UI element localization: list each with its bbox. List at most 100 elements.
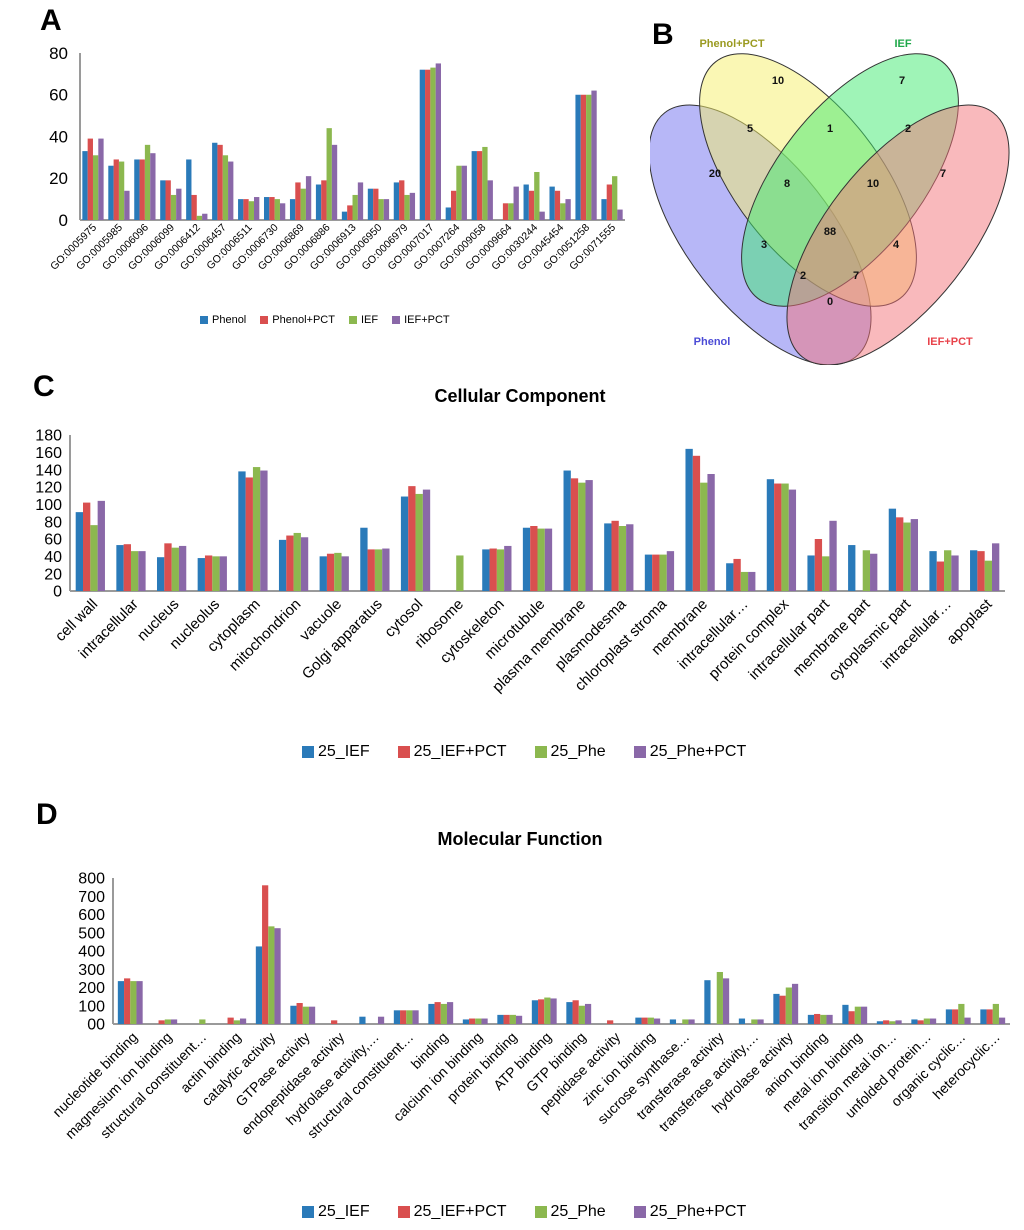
bar-25-ief bbox=[980, 1009, 987, 1024]
bar-25-ief bbox=[929, 551, 937, 591]
bar-25-phe bbox=[130, 551, 139, 591]
bar-25-ief-pct bbox=[611, 520, 619, 591]
bar-ief-pct bbox=[357, 182, 364, 220]
bar-ief bbox=[534, 171, 540, 220]
bar-phenol-pct bbox=[554, 190, 561, 220]
legend-item: 25_IEF bbox=[302, 1203, 370, 1221]
bar-25-ief bbox=[497, 1014, 504, 1024]
bar-25-phe-pct bbox=[895, 1020, 902, 1024]
legend-item: Phenol bbox=[200, 314, 246, 326]
bar-ief-pct bbox=[150, 153, 156, 220]
bar-ief-pct bbox=[513, 186, 519, 220]
bar-25-phe bbox=[751, 1019, 758, 1024]
bar-25-phe-pct bbox=[870, 553, 878, 591]
bar-25-ief bbox=[669, 1019, 677, 1024]
bar-25-phe bbox=[716, 971, 723, 1024]
bar-25-ief-pct bbox=[326, 553, 335, 591]
bar-phenol-pct bbox=[502, 203, 509, 220]
bar-25-phe bbox=[374, 549, 383, 591]
bar-phenol bbox=[419, 69, 426, 220]
legend-item: 25_Phe+PCT bbox=[633, 743, 746, 761]
bar-ief bbox=[118, 161, 125, 220]
bar-25-phe bbox=[903, 522, 911, 591]
bar-25-ief bbox=[644, 554, 653, 591]
y-tick-label: 100 bbox=[35, 497, 62, 514]
bar-phenol bbox=[82, 151, 88, 220]
legend-label: 25_Phe bbox=[550, 1203, 606, 1220]
bar-ief-pct bbox=[124, 190, 130, 220]
y-tick-label: 120 bbox=[35, 480, 62, 497]
venn-region-count: 20 bbox=[709, 168, 721, 180]
bar-phenol bbox=[393, 182, 400, 220]
bar-25-phe bbox=[252, 467, 261, 591]
bar-ief bbox=[300, 188, 306, 220]
bar-phenol bbox=[160, 180, 166, 220]
bar-25-ief bbox=[911, 1019, 918, 1024]
bar-25-ief-pct bbox=[570, 478, 579, 591]
bar-25-ief-pct bbox=[652, 554, 660, 591]
bar-phenol bbox=[575, 94, 581, 220]
legend-swatch bbox=[397, 746, 410, 758]
bar-25-ief-pct bbox=[896, 517, 904, 591]
bar-phenol-pct bbox=[139, 159, 145, 220]
bar-25-phe-pct bbox=[829, 520, 837, 591]
bar-25-phe-pct bbox=[446, 1002, 454, 1024]
bar-ief bbox=[274, 199, 280, 220]
bar-ief-pct bbox=[461, 165, 467, 220]
bar-ief-pct bbox=[331, 144, 338, 220]
bar-ief-pct bbox=[617, 209, 623, 220]
y-tick-label: 200 bbox=[78, 980, 105, 997]
legend-item: IEF+PCT bbox=[392, 314, 450, 326]
bar-phenol bbox=[264, 197, 270, 220]
bar-ief-pct bbox=[435, 63, 441, 220]
bar-25-phe-pct bbox=[757, 1019, 764, 1024]
bar-25-ief bbox=[290, 1005, 297, 1024]
bar-25-ief-pct bbox=[936, 561, 945, 591]
bar-25-ief bbox=[482, 549, 490, 591]
y-tick-label: 180 bbox=[35, 428, 62, 445]
bar-25-phe bbox=[334, 552, 342, 591]
legend-swatch bbox=[397, 1206, 410, 1218]
bar-25-phe bbox=[958, 1003, 965, 1024]
bar-25-phe-pct bbox=[998, 1017, 1006, 1024]
bar-25-phe bbox=[537, 528, 545, 591]
bar-ief-pct bbox=[539, 211, 545, 220]
bar-25-phe bbox=[456, 555, 464, 591]
bar-25-ief bbox=[462, 1019, 470, 1024]
bar-25-ief-pct bbox=[733, 558, 741, 591]
bar-25-ief-pct bbox=[538, 999, 545, 1024]
y-tick-label: 700 bbox=[78, 889, 105, 906]
bar-25-ief-pct bbox=[123, 544, 131, 591]
bar-25-phe bbox=[618, 526, 627, 591]
y-tick-label: 80 bbox=[49, 44, 68, 63]
bar-25-ief bbox=[566, 1002, 573, 1024]
bar-phenol-pct bbox=[165, 180, 171, 220]
bar-25-ief bbox=[359, 1016, 366, 1024]
bar-25-phe-pct bbox=[584, 1003, 592, 1024]
bar-phenol-pct bbox=[243, 199, 249, 220]
venn-set-label: Phenol bbox=[694, 336, 731, 348]
bar-ief-pct bbox=[176, 188, 182, 220]
bar-phenol bbox=[445, 207, 451, 220]
legend-item: 25_IEF+PCT bbox=[397, 743, 507, 761]
bar-25-phe bbox=[199, 1019, 206, 1024]
bar-25-ief-pct bbox=[986, 1009, 993, 1024]
bar-phenol bbox=[367, 188, 374, 220]
y-tick-label: 80 bbox=[44, 514, 62, 531]
bar-25-phe-pct bbox=[910, 519, 919, 591]
bar-phenol bbox=[186, 159, 192, 220]
bar-ief-pct bbox=[383, 199, 390, 220]
chart-a-go-bar-chart: 020406080GO:0005975GO:0005985GO:0006096G… bbox=[48, 44, 625, 273]
bar-25-ief-pct bbox=[489, 548, 497, 591]
bar-ief-pct bbox=[409, 192, 416, 220]
y-tick-label: 140 bbox=[35, 462, 62, 479]
bar-25-phe-pct bbox=[788, 489, 797, 591]
bar-25-phe-pct bbox=[791, 983, 799, 1024]
panel-label-c: C bbox=[33, 370, 55, 403]
chart-c-cellular-component-bar-chart: Cellular Component 0204060801001201401601… bbox=[35, 386, 1005, 696]
bar-25-phe bbox=[130, 981, 137, 1024]
y-tick-label: 0 bbox=[53, 584, 62, 601]
bar-phenol-pct bbox=[580, 94, 587, 220]
bar-25-ief-pct bbox=[262, 885, 269, 1024]
bar-25-phe bbox=[889, 1021, 896, 1024]
